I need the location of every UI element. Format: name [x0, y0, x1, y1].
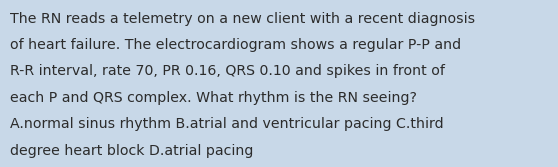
Text: A.normal sinus rhythm B.atrial and ventricular pacing C.third: A.normal sinus rhythm B.atrial and ventr…: [10, 117, 444, 131]
Text: degree heart block D.atrial pacing: degree heart block D.atrial pacing: [10, 144, 253, 158]
Text: each P and QRS complex. What rhythm is the RN seeing?: each P and QRS complex. What rhythm is t…: [10, 91, 417, 105]
Text: The RN reads a telemetry on a new client with a recent diagnosis: The RN reads a telemetry on a new client…: [10, 12, 475, 26]
Text: of heart failure. The electrocardiogram shows a regular P-P and: of heart failure. The electrocardiogram …: [10, 38, 461, 52]
Text: R-R interval, rate 70, PR 0.16, QRS 0.10 and spikes in front of: R-R interval, rate 70, PR 0.16, QRS 0.10…: [10, 64, 445, 78]
